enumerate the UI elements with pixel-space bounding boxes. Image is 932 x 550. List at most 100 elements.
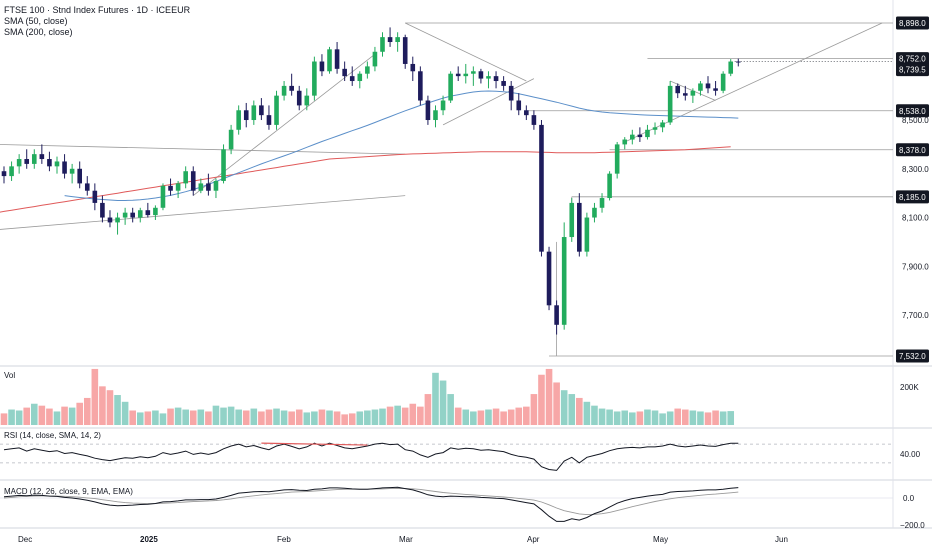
volume-bar: [447, 394, 454, 425]
volume-bar: [613, 411, 621, 425]
candle-body: [652, 127, 658, 130]
candle-body: [660, 122, 665, 128]
candle-body: [213, 180, 219, 191]
current-price-badge: [896, 63, 929, 77]
candle-body: [274, 95, 279, 125]
volume-bar: [197, 409, 205, 425]
price-level-badge: [896, 349, 929, 363]
price-level-badge: [896, 190, 929, 204]
candle-body: [607, 173, 612, 199]
candle-body: [122, 212, 128, 218]
time-axis-label: Feb: [277, 535, 291, 544]
price-axis[interactable]: 8,700.08,500.08,300.08,100.07,900.07,700…: [896, 16, 929, 531]
candle-body: [168, 185, 173, 191]
candle-body: [546, 251, 552, 306]
volume-bar: [682, 409, 689, 425]
sma200-path: [0, 146, 731, 213]
volume-bar: [417, 406, 424, 425]
trendlines: [0, 22, 883, 356]
price-level-label: 8,898.0: [899, 19, 926, 28]
volume-bar: [15, 410, 23, 425]
trendline-rally-channel: [193, 53, 376, 196]
volume-bar: [530, 394, 538, 425]
trendline-wedge-lower: [442, 78, 535, 126]
volume-bar: [636, 411, 644, 425]
volume-bar: [659, 413, 666, 425]
volume-bar: [568, 394, 576, 425]
candle-body: [433, 110, 438, 121]
candle-body: [145, 210, 151, 216]
volume-bar: [129, 410, 136, 425]
price-level-badge: [896, 52, 929, 66]
candle-body: [312, 61, 317, 96]
candle-body: [9, 166, 14, 177]
candle-body: [683, 93, 688, 96]
candle-body: [622, 139, 628, 145]
volume-bar: [114, 395, 121, 425]
volume-bar: [394, 405, 401, 425]
volume-bar: [273, 408, 280, 425]
candle-body: [705, 83, 711, 89]
candle-body: [614, 144, 620, 174]
time-axis-label: Jun: [775, 535, 788, 544]
volume-bar: [606, 409, 613, 425]
candle-body: [39, 154, 45, 160]
candle-body: [569, 202, 575, 238]
macd-tick-label: 0.0: [903, 494, 915, 503]
candle-body: [327, 49, 332, 72]
volume-bar: [182, 409, 189, 425]
volume-bar: [523, 406, 530, 425]
candle-body: [175, 183, 181, 191]
price-tick-label: 8,300.0: [902, 165, 929, 174]
sma50-path: [64, 90, 739, 201]
candle-body: [62, 161, 67, 174]
volume-bar: [712, 410, 719, 425]
sma200-legend[interactable]: SMA (200, close): [4, 27, 73, 37]
volume-bar: [189, 410, 197, 425]
rsi-tick-label: 40.00: [900, 450, 921, 459]
candle-body: [690, 90, 696, 96]
volume-bar: [91, 368, 99, 425]
candle-body: [630, 134, 635, 140]
volume-bar: [318, 409, 326, 425]
candle-body: [478, 71, 484, 79]
pane-separators: [0, 0, 932, 529]
candle-body: [251, 105, 257, 121]
pane-labels: Vol RSI (14, close, SMA, 14, 2) MACD (12, …: [4, 371, 133, 496]
symbol-title[interactable]: FTSE 100 · Stnd Index Futures · 1D · ICE…: [4, 5, 191, 15]
candle-body: [31, 154, 37, 164]
volume-bar: [61, 406, 68, 425]
volume-bar: [432, 372, 439, 425]
candle-body: [100, 202, 105, 218]
volume-bar: [704, 412, 712, 425]
volume-bar: [689, 410, 697, 425]
volume-bar: [477, 410, 485, 425]
volume-bar: [386, 406, 394, 425]
volume-bar: [583, 401, 591, 425]
candle-body: [539, 124, 544, 252]
volume-bar: [23, 407, 31, 425]
candle-body: [531, 115, 537, 125]
candle-body: [342, 68, 347, 77]
candle-body: [349, 76, 355, 82]
volume-bar: [46, 408, 53, 425]
candle-body: [380, 37, 385, 52]
sma50-legend[interactable]: SMA (50, close): [4, 16, 68, 26]
candle-body: [84, 183, 90, 191]
volume-bar: [8, 409, 15, 425]
candle-body: [16, 159, 22, 167]
candle-body: [471, 71, 476, 74]
volume-bar: [38, 405, 46, 425]
volume-bar: [152, 410, 159, 425]
candle-body: [508, 85, 514, 101]
candle-body: [365, 66, 370, 74]
volume-bar: [326, 410, 333, 425]
rsi-pane: [0, 442, 893, 471]
volume-bar: [311, 411, 318, 425]
candle-body: [198, 183, 204, 191]
time-axis-label: Dec: [18, 535, 32, 544]
candle-body: [319, 61, 325, 72]
time-axis[interactable]: Dec 2025 Feb Mar Apr May Jun: [18, 535, 788, 544]
candle-body: [425, 100, 431, 121]
